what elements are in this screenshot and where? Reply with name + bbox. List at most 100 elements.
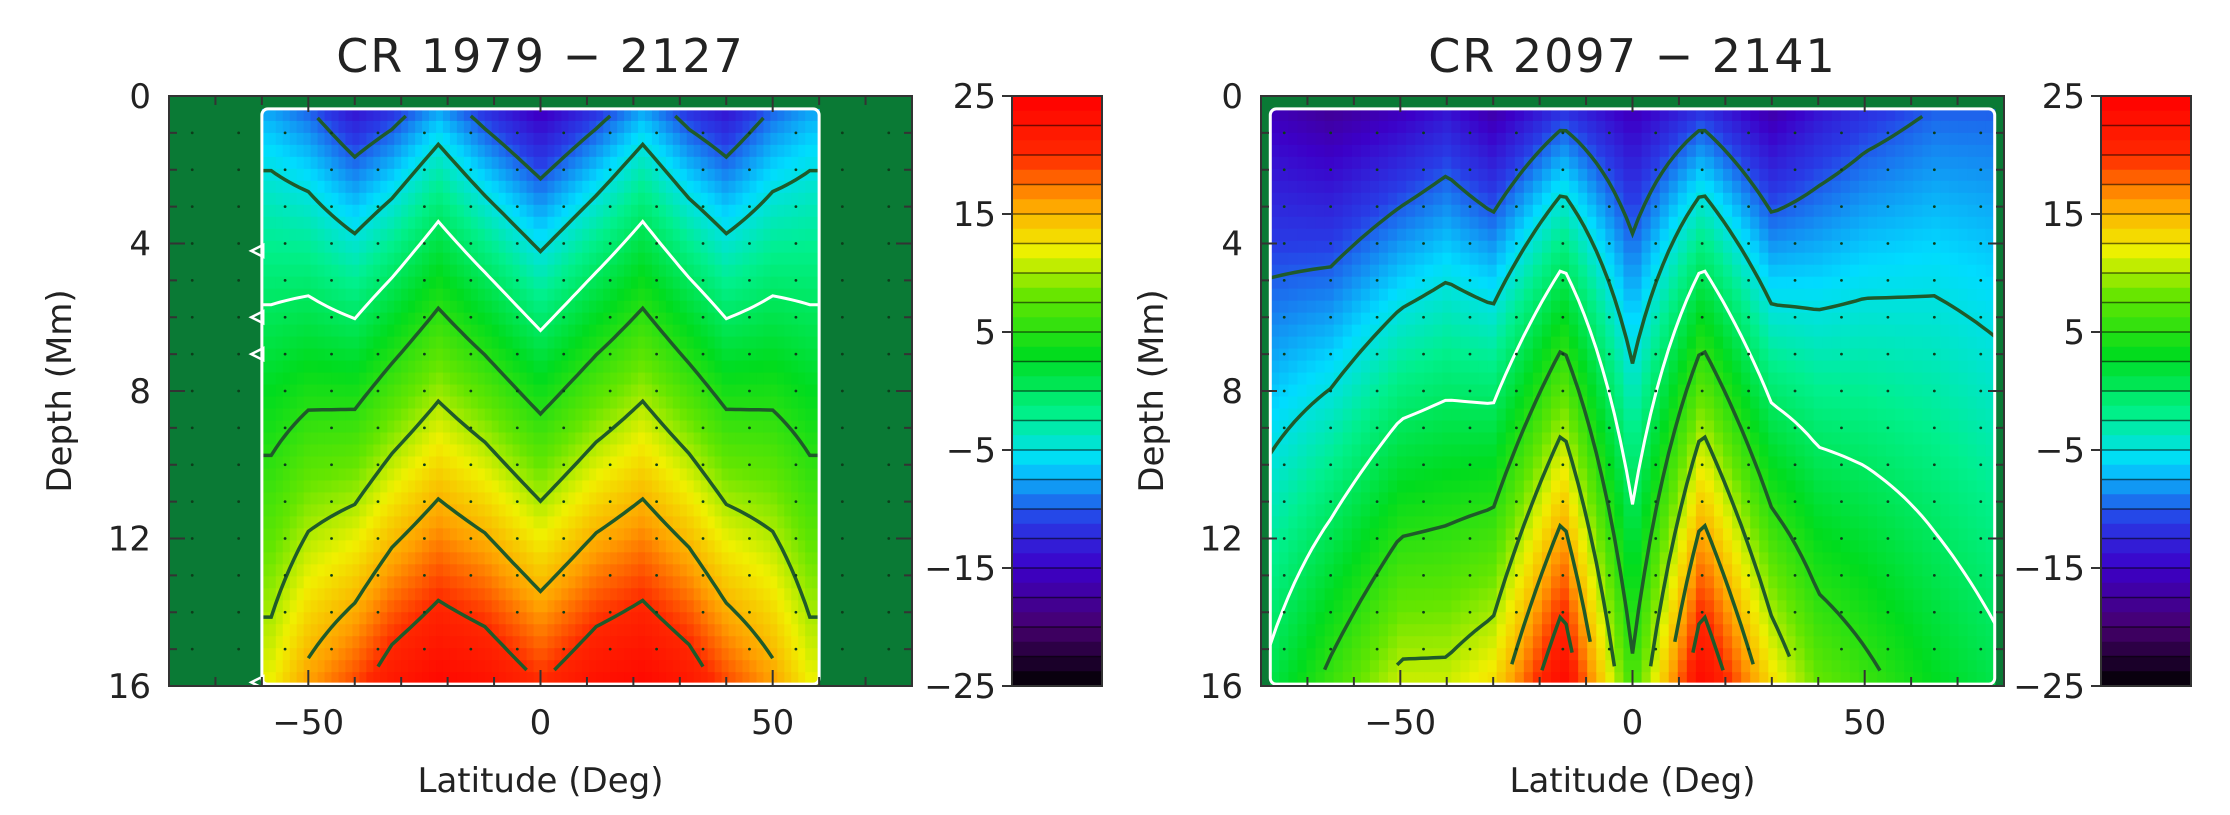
heatmap-cell <box>735 456 744 470</box>
heatmap-cell <box>289 492 298 505</box>
heatmap-cell <box>1324 120 1335 134</box>
heatmap-cell <box>791 192 799 206</box>
heatmap-cell <box>665 108 674 122</box>
heatmap-cell <box>735 624 744 637</box>
heatmap-cell <box>547 528 556 541</box>
heatmap-cell <box>672 420 681 434</box>
heatmap-cell <box>651 168 660 182</box>
heatmap-cell <box>359 168 367 182</box>
heatmap-cell <box>415 336 423 350</box>
heatmap-cell <box>540 300 549 314</box>
heatmap-cell <box>596 360 604 374</box>
heatmap-cell <box>303 336 312 350</box>
heatmap-cell <box>651 516 660 529</box>
heatmap-cell <box>603 444 611 458</box>
heatmap-cell <box>408 432 416 446</box>
heatmap-cell <box>672 588 681 601</box>
heatmap-cell <box>805 384 813 398</box>
heatmap-cell <box>484 384 493 398</box>
heatmap-cell <box>498 132 507 146</box>
heatmap-cell <box>1378 588 1389 601</box>
heatmap-cell <box>512 360 521 374</box>
heatmap-cell <box>324 348 333 362</box>
heatmap-cell <box>624 132 632 146</box>
heatmap-cell <box>275 600 284 613</box>
heatmap-cell <box>686 588 695 601</box>
heatmap-cell <box>380 180 388 194</box>
heatmap-cell <box>1288 516 1299 529</box>
heatmap-cell <box>422 468 430 482</box>
heatmap-cell <box>651 360 660 374</box>
heatmap-cell <box>679 312 688 326</box>
heatmap-cell <box>345 132 354 146</box>
heatmap-cell <box>624 660 632 673</box>
heatmap-cell <box>380 312 388 326</box>
heatmap-cell <box>603 168 611 182</box>
heatmap-cell <box>575 252 583 266</box>
heatmap-cell <box>331 672 340 685</box>
heatmap-cell <box>568 168 576 182</box>
heatmap-cell <box>1315 228 1326 242</box>
grid-dot <box>190 352 194 356</box>
heatmap-cell <box>1351 636 1362 649</box>
contour-level-15 <box>306 496 775 660</box>
heatmap-cell <box>282 108 291 122</box>
heatmap-cell <box>331 504 340 517</box>
heatmap-cell <box>533 540 542 553</box>
heatmap-cell <box>707 288 716 302</box>
heatmap-cell <box>749 156 758 170</box>
heatmap-cell <box>387 384 395 398</box>
heatmap-cell <box>624 252 632 266</box>
heatmap-cell <box>742 636 751 649</box>
heatmap-cell <box>449 252 458 266</box>
heatmap-cell <box>749 600 758 613</box>
heatmap-cell <box>1369 648 1380 661</box>
heatmap-cell <box>519 636 528 649</box>
heatmap-cell <box>791 552 799 565</box>
heatmap-cell <box>1342 384 1353 398</box>
heatmap-cell <box>540 120 549 134</box>
grid-dot <box>283 647 287 651</box>
heatmap-cell <box>261 324 270 338</box>
heatmap-cell <box>1279 672 1289 685</box>
heatmap-cell <box>582 288 590 302</box>
heatmap-cell <box>798 552 806 565</box>
heatmap-cell <box>707 504 716 517</box>
heatmap-cell <box>352 468 360 482</box>
heatmap-cell <box>1315 420 1326 434</box>
heatmap-cell <box>505 408 514 422</box>
heatmap-cell <box>575 348 583 362</box>
heatmap-cell <box>498 324 507 338</box>
heatmap-cell <box>547 468 556 482</box>
heatmap-cell <box>1324 144 1335 158</box>
heatmap-cell <box>310 288 319 302</box>
heatmap-cell <box>631 276 639 290</box>
heatmap-cell <box>617 564 625 577</box>
heatmap-cell <box>540 252 549 266</box>
heatmap-cell <box>484 216 493 230</box>
grid-dot <box>608 500 612 504</box>
heatmap-cell <box>394 288 402 302</box>
heatmap-cell <box>651 432 660 446</box>
heatmap-cell <box>463 276 472 290</box>
heatmap-cell <box>1279 540 1289 553</box>
heatmap-cell <box>644 264 653 278</box>
y-tick-label: 12 <box>108 520 151 560</box>
heatmap-cell <box>742 396 751 410</box>
heatmap-cell <box>429 492 437 505</box>
heatmap-cell <box>1388 648 1398 661</box>
heatmap-cell <box>422 540 430 553</box>
heatmap-cell <box>728 216 737 230</box>
heatmap-cell <box>638 228 646 242</box>
heatmap-cell <box>1270 252 1280 266</box>
grid-dot <box>330 389 333 393</box>
heatmap-cell <box>338 444 347 458</box>
heatmap-cell <box>1315 408 1326 422</box>
heatmap-cell <box>721 600 730 613</box>
heatmap-cell <box>665 252 674 266</box>
heatmap-cell <box>303 348 312 362</box>
heatmap-cell <box>512 588 521 601</box>
grid-dot <box>608 131 612 135</box>
heatmap-cell <box>784 144 792 158</box>
grid-dot <box>887 537 891 540</box>
